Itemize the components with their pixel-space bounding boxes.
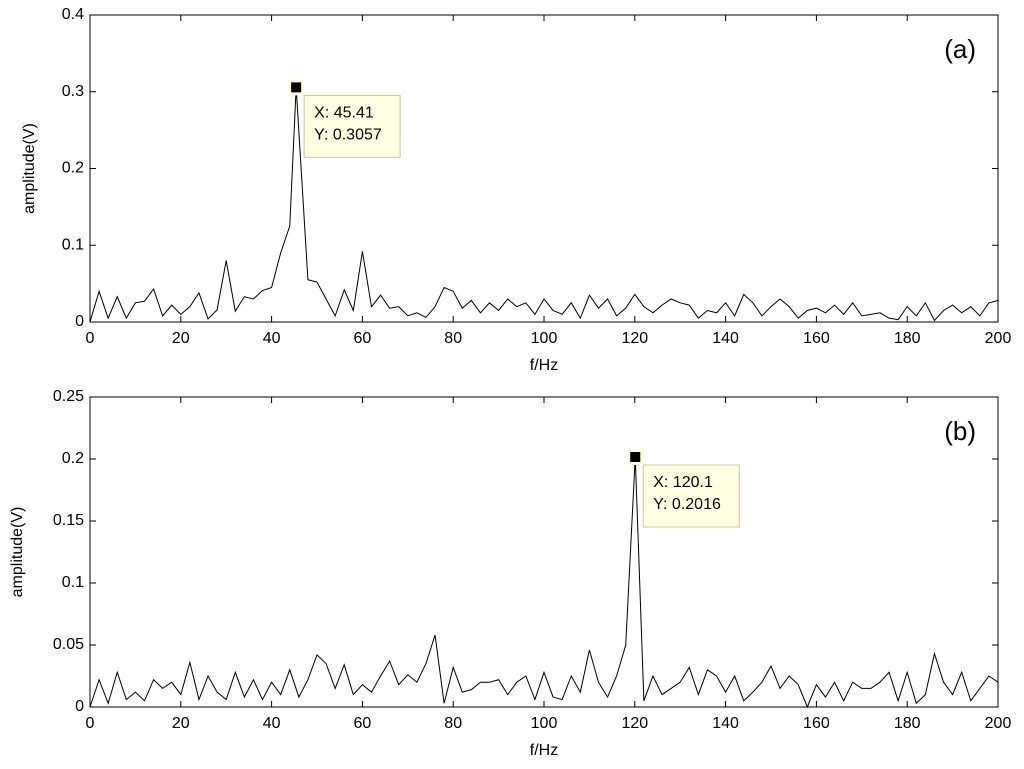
x-tick-label: 120 — [621, 330, 648, 347]
x-tick-label: 200 — [985, 715, 1012, 732]
x-axis-label: f/Hz — [530, 357, 558, 374]
datatip-box — [303, 94, 401, 158]
x-tick-label: 100 — [531, 330, 558, 347]
datatip-box — [642, 464, 740, 528]
x-tick-label: 80 — [444, 715, 462, 732]
y-tick-label: 0.25 — [53, 388, 84, 405]
x-tick-label: 60 — [354, 715, 372, 732]
panel-label: (a) — [944, 34, 976, 64]
y-axis-label: amplitude(V) — [21, 123, 38, 214]
y-tick-label: 0.1 — [62, 574, 84, 591]
x-tick-label: 160 — [803, 715, 830, 732]
y-tick-label: 0.05 — [53, 636, 84, 653]
y-tick-label: 0.3 — [62, 83, 84, 100]
x-tick-label: 160 — [803, 330, 830, 347]
data-line — [89, 456, 999, 709]
data-line — [89, 87, 999, 323]
x-tick-label: 140 — [712, 330, 739, 347]
y-axis-label: amplitude(V) — [9, 507, 26, 598]
x-tick-label: 20 — [172, 715, 190, 732]
datatip-text: X: 120.1 — [653, 474, 713, 491]
y-tick-label: 0.4 — [62, 6, 84, 23]
x-tick-label: 20 — [172, 330, 190, 347]
y-tick-label: 0 — [75, 313, 84, 330]
datatip-text: Y: 0.3057 — [314, 127, 382, 144]
datatip-text: Y: 0.2016 — [653, 496, 721, 513]
datatip-marker — [291, 82, 302, 93]
x-tick-label: 0 — [86, 715, 95, 732]
y-tick-label: 0.2 — [62, 450, 84, 467]
x-tick-label: 140 — [712, 715, 739, 732]
datatip-text: X: 45.41 — [314, 105, 374, 122]
x-tick-label: 40 — [263, 715, 281, 732]
x-tick-label: 120 — [621, 715, 648, 732]
x-tick-label: 80 — [444, 330, 462, 347]
x-tick-label: 60 — [354, 330, 372, 347]
panel-label: (b) — [944, 416, 976, 446]
x-tick-label: 0 — [86, 330, 95, 347]
y-tick-label: 0 — [75, 698, 84, 715]
plot-area — [89, 14, 999, 323]
x-axis-label: f/Hz — [530, 742, 558, 759]
x-tick-label: 100 — [531, 715, 558, 732]
datatip-marker — [630, 452, 641, 463]
x-tick-label: 40 — [263, 330, 281, 347]
y-tick-label: 0.2 — [62, 160, 84, 177]
plot-area — [89, 396, 999, 708]
x-tick-label: 200 — [985, 330, 1012, 347]
x-tick-label: 180 — [894, 715, 921, 732]
y-tick-label: 0.15 — [53, 512, 84, 529]
y-tick-label: 0.1 — [62, 236, 84, 253]
x-tick-label: 180 — [894, 330, 921, 347]
